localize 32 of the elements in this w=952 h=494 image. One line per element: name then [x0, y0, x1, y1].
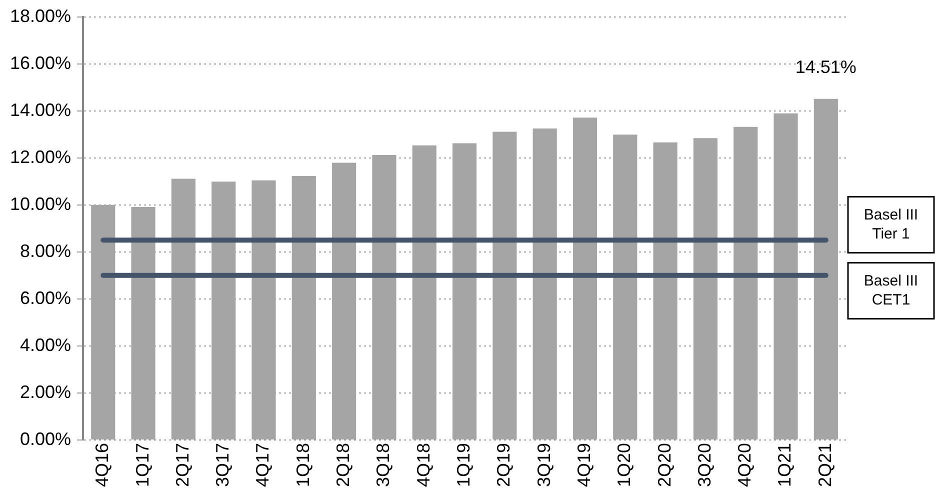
x-tick-label: 2Q21 — [814, 442, 835, 488]
x-tick-label: 1Q19 — [453, 442, 474, 488]
x-tick-label: 4Q17 — [252, 442, 273, 488]
y-tick-label: 6.00% — [20, 288, 72, 308]
x-tick-label: 1Q18 — [292, 442, 313, 488]
x-tick-label: 1Q17 — [132, 442, 152, 488]
x-tick-label: 4Q16 — [92, 442, 112, 488]
x-tick-label: 2Q17 — [172, 442, 192, 488]
y-tick-label: 4.00% — [20, 334, 72, 355]
y-tick-label: 8.00% — [20, 240, 72, 261]
x-tick-label: 2Q20 — [654, 442, 674, 488]
x-tick-label: 3Q19 — [534, 442, 554, 488]
x-tick-label: 4Q18 — [413, 442, 434, 488]
y-tick-label: 0.00% — [20, 428, 72, 449]
x-tick-label: 3Q17 — [212, 442, 233, 488]
y-tick-label: 16.00% — [10, 52, 72, 73]
y-tick-label: 18.00% — [10, 6, 72, 26]
y-tick-label: 14.00% — [10, 100, 72, 120]
x-tick-label: 4Q19 — [574, 442, 594, 488]
x-tick-label: 3Q18 — [373, 442, 394, 488]
x-tick-label: 3Q20 — [694, 442, 714, 488]
x-tick-label: 4Q20 — [734, 442, 755, 488]
x-tick-label: 2Q19 — [494, 442, 514, 488]
y-tick-label: 10.00% — [10, 194, 72, 214]
x-tick-label: 1Q20 — [614, 442, 634, 488]
x-tick-label: 2Q18 — [333, 442, 354, 488]
y-tick-label: 2.00% — [20, 382, 72, 402]
ref-line-label: Basel III Tier 1 — [864, 206, 918, 242]
y-tick-label: 12.00% — [10, 146, 72, 167]
ref-line-label: Basel III CET1 — [864, 272, 918, 308]
data-label: 14.51% — [795, 56, 856, 77]
x-tick-label: 1Q21 — [774, 442, 795, 488]
